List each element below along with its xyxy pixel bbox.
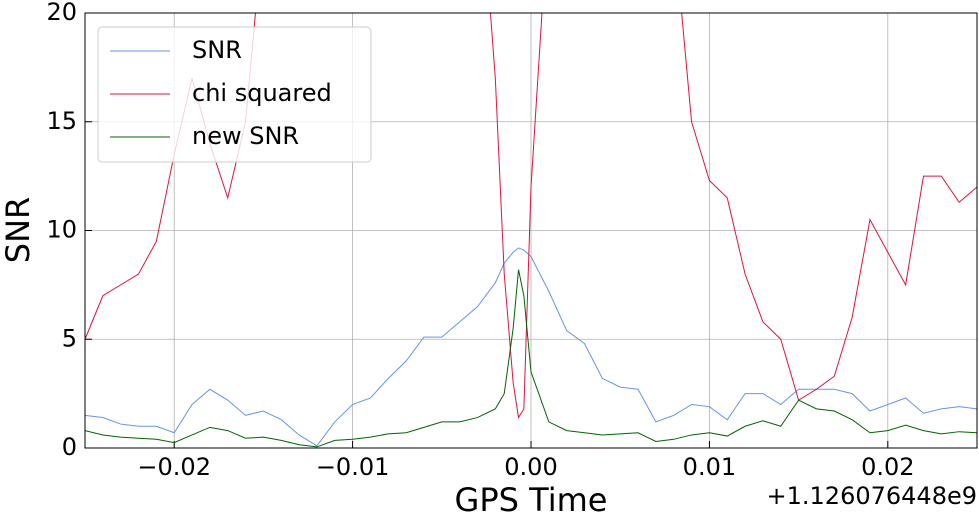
- y-tick-label: 20: [46, 0, 77, 26]
- y-axis-label: SNR: [0, 197, 37, 263]
- series-line: [85, 247, 977, 447]
- x-offset: +1.126076448e9: [767, 482, 977, 510]
- legend-label: new SNR: [192, 122, 299, 150]
- x-tick-label: 0.02: [861, 453, 914, 481]
- x-tick-label: 0.00: [504, 453, 557, 481]
- x-tick-label: −0.02: [137, 453, 211, 481]
- legend-label: SNR: [192, 36, 242, 64]
- axes-frame: [84, 12, 978, 449]
- series-line: [85, 269, 977, 448]
- y-tick-label: 10: [46, 216, 77, 244]
- x-axis-label: GPS Time: [455, 481, 608, 519]
- legend-box: [97, 26, 372, 163]
- legend-label: chi squared: [192, 79, 332, 107]
- x-tick-label: 0.01: [683, 453, 736, 481]
- y-tick-label: 15: [46, 107, 77, 135]
- y-tick-label: 0: [62, 433, 77, 461]
- x-tick-label: −0.01: [316, 453, 390, 481]
- y-tick-label: 5: [62, 324, 77, 352]
